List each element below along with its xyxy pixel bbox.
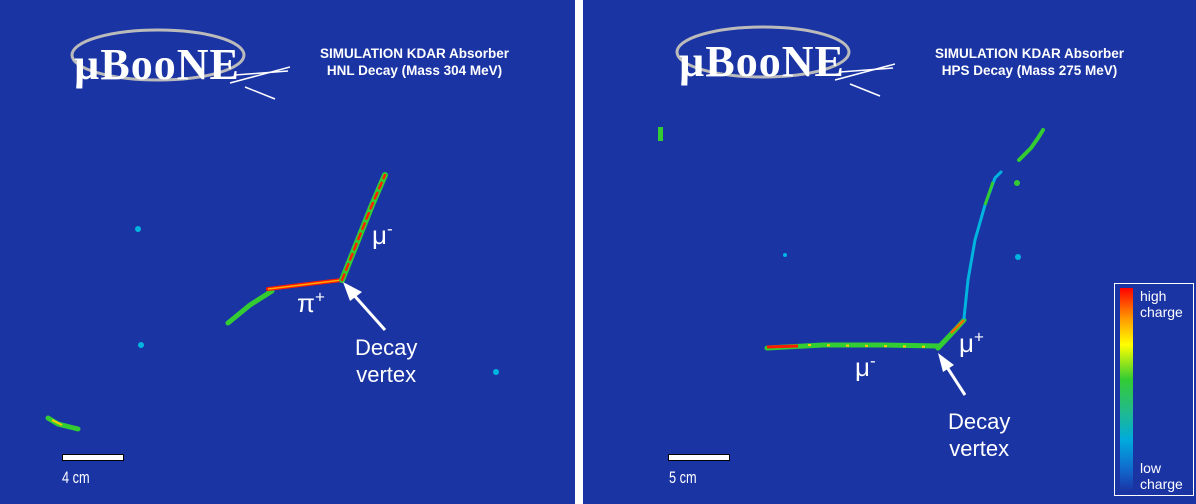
annotation-line-2: vertex: [949, 436, 1010, 461]
particle-charge: +: [973, 327, 984, 347]
muon-plus-track-core: [950, 319, 965, 334]
particle-charge: -: [386, 219, 393, 239]
annotation-line-1: Decay: [355, 335, 418, 360]
title-line-1: SIMULATION KDAR Absorber: [320, 46, 509, 61]
faint-track-green: [983, 181, 995, 206]
event-display-hps: µBooNE SIMULATION KDAR Absorber HPS Deca…: [583, 0, 1196, 504]
colorbar-low-line-1: low: [1140, 460, 1162, 476]
logo-swoosh-icon: [70, 28, 290, 100]
far-track: [1017, 128, 1045, 162]
pion-track: [225, 288, 275, 326]
track-display: [45, 172, 499, 432]
scale-label: 5 cm: [669, 468, 697, 487]
decay-vertex-annotation: Decay vertex: [948, 408, 1010, 462]
label-pion-plus: π+: [297, 288, 325, 319]
particle-symbol: μ: [855, 352, 870, 382]
annotation-line-2: vertex: [356, 362, 417, 387]
colorbar-high-line-1: high: [1140, 288, 1167, 304]
noise-hit: [135, 226, 141, 232]
vertex-arrow-line: [943, 363, 967, 396]
particle-symbol: π: [297, 288, 315, 318]
simulation-title: SIMULATION KDAR Absorber HNL Decay (Mass…: [320, 45, 509, 79]
colorbar-gradient: [1120, 288, 1133, 491]
particle-charge: -: [869, 351, 876, 371]
vertex-arrow-head: [343, 282, 362, 301]
logo-text: µBooNE: [74, 40, 240, 89]
charge-colorbar: high charge low charge: [1114, 283, 1194, 496]
simulation-title: SIMULATION KDAR Absorber HPS Decay (Mass…: [935, 45, 1124, 79]
microboone-logo: µBooNE: [60, 25, 290, 105]
label-muon-minus: μ-: [372, 220, 393, 251]
noise-hit: [138, 342, 144, 348]
scale-label: 4 cm: [62, 468, 90, 487]
noise-hit: [493, 369, 499, 375]
noise-hit: [1015, 254, 1021, 260]
faint-track: [962, 170, 1003, 320]
pion-track-halo: [267, 279, 343, 290]
event-display-hnl: µBooNE SIMULATION KDAR Absorber HNL Deca…: [0, 0, 575, 504]
scale-bar: [62, 454, 124, 461]
title-line-1: SIMULATION KDAR Absorber: [935, 46, 1124, 61]
track-display: [658, 127, 1045, 396]
particle-symbol: μ: [959, 328, 974, 358]
colorbar-low-label: low charge: [1140, 460, 1183, 492]
colorbar-high-label: high charge: [1140, 288, 1183, 320]
label-muon-minus: μ-: [855, 352, 876, 383]
muon-minus-track-core: [766, 344, 799, 349]
microboone-logo: µBooNE: [665, 22, 895, 102]
particle-symbol: μ: [372, 220, 387, 250]
title-line-2: HNL Decay (Mass 304 MeV): [326, 63, 503, 78]
vertex-arrow-head: [938, 353, 954, 372]
decay-vertex-annotation: Decay vertex: [355, 334, 417, 388]
logo-text: µBooNE: [679, 37, 845, 86]
noise-hit: [783, 253, 787, 257]
colorbar-low-line-2: charge: [1140, 476, 1183, 492]
muon-minus-track-spots: [807, 344, 939, 348]
particle-charge: +: [314, 287, 325, 307]
logo-swoosh-icon: [675, 25, 895, 97]
noise-hit: [658, 127, 663, 141]
small-track-core: [51, 419, 63, 426]
label-muon-plus: μ+: [959, 328, 984, 359]
colorbar-high-line-2: charge: [1140, 304, 1183, 320]
annotation-line-1: Decay: [948, 409, 1011, 434]
title-line-2: HPS Decay (Mass 275 MeV): [941, 63, 1118, 78]
scale-bar: [668, 454, 730, 461]
noise-hit: [1014, 180, 1020, 186]
muon-track-core: [340, 173, 387, 282]
vertex-arrow-line: [350, 292, 387, 331]
